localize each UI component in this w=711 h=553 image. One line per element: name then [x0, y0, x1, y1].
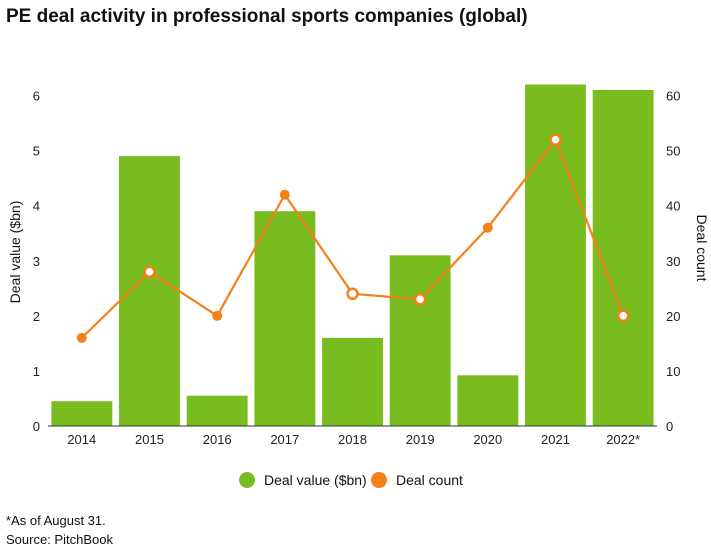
- y-tick-label-left: 0: [33, 419, 40, 434]
- bar-series: [51, 84, 654, 426]
- bar-2015: [119, 156, 180, 426]
- x-tick-label: 2022*: [606, 432, 640, 447]
- x-tick-label: 2016: [203, 432, 232, 447]
- point-2022: [616, 309, 630, 323]
- point-2016: [212, 310, 223, 321]
- y-tick-label-left: 1: [33, 364, 40, 379]
- bar-2020: [457, 375, 519, 426]
- x-tick-label: 2019: [406, 432, 435, 447]
- y-tick-label-right: 20: [666, 309, 680, 324]
- point-2015: [143, 265, 156, 279]
- y-tick-label-left: 4: [33, 199, 40, 214]
- y-tick-label-right: 40: [666, 199, 680, 214]
- y-tick-labels-left: 0 1 2 3 4 5 6: [33, 89, 40, 435]
- footnote: *As of August 31.: [6, 513, 106, 528]
- source-note: Source: PitchBook: [6, 532, 113, 547]
- legend-label-deal-count: Deal count: [396, 472, 463, 488]
- x-tick-label: 2014: [67, 432, 96, 447]
- x-tick-label: 2015: [135, 432, 164, 447]
- point-2017: [279, 189, 290, 200]
- point-2019: [413, 293, 427, 306]
- y-tick-labels-right: 0 10 20 30 40 50 60: [666, 89, 680, 435]
- bar-2022: [592, 90, 654, 426]
- point-2014: [76, 332, 87, 343]
- y-tick-label-right: 50: [666, 144, 680, 159]
- y-tick-label-left: 6: [33, 89, 40, 104]
- point-2020: [482, 222, 493, 233]
- y-axis-label-left: Deal value ($bn): [7, 201, 23, 304]
- point-2021: [549, 133, 562, 146]
- y-tick-label-left: 3: [33, 254, 40, 269]
- bar-2018: [322, 337, 383, 426]
- legend-label-deal-value: Deal value ($bn): [264, 472, 367, 488]
- chart-title: PE deal activity in professional sports …: [6, 6, 528, 27]
- x-tick-labels: 2014 2015 2016 2017 2018 2019 2020 2021 2022*: [67, 432, 640, 447]
- y-tick-label-right: 60: [666, 89, 680, 104]
- x-tick-label: 2018: [338, 432, 367, 447]
- bar-2017: [254, 211, 316, 426]
- y-tick-label-left: 2: [33, 309, 40, 324]
- x-tick-label: 2020: [473, 432, 502, 447]
- y-tick-label-right: 30: [666, 254, 680, 269]
- bar-2019: [389, 255, 451, 426]
- point-2018: [346, 287, 359, 301]
- legend: Deal value ($bn) Deal count: [239, 472, 463, 488]
- point-series: [76, 133, 630, 343]
- bar-2016: [186, 395, 248, 426]
- legend-swatch-deal-value: [239, 472, 255, 488]
- y-axis-label-right: Deal count: [694, 215, 710, 282]
- y-tick-label-left: 5: [33, 144, 40, 159]
- legend-swatch-deal-count: [371, 472, 387, 488]
- x-tick-label: 2017: [270, 432, 299, 447]
- y-tick-label-right: 0: [666, 419, 673, 434]
- y-tick-label-right: 10: [666, 364, 680, 379]
- bar-2014: [51, 401, 113, 426]
- x-tick-label: 2021: [541, 432, 570, 447]
